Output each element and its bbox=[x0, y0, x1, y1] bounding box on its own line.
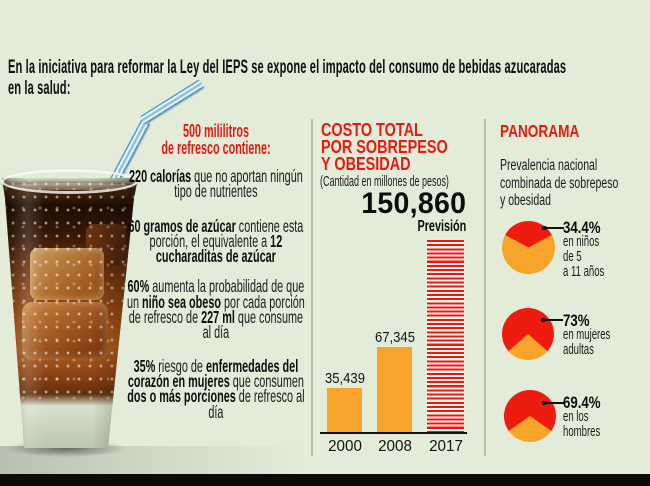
year-label-2000: 2000 bbox=[328, 438, 362, 455]
pie-value-children: 34.4% bbox=[563, 218, 601, 237]
pie-chart-children bbox=[502, 221, 555, 274]
chart-baseline bbox=[320, 432, 467, 434]
bar-2000 bbox=[327, 388, 362, 433]
pie-leader-dot bbox=[541, 317, 546, 322]
serving-title: 500 mililitros de refresco contiene: bbox=[161, 121, 271, 158]
pie-leader-line bbox=[545, 227, 564, 229]
fact-sugar: 60 gramos de azúcar contiene esta porció… bbox=[128, 215, 304, 267]
fact-heart-disease: 35% riesgo de enfermedades del corazón e… bbox=[127, 355, 305, 422]
pie-value-women: 73% bbox=[563, 311, 590, 330]
bar-value-2000: 35,439 bbox=[325, 371, 365, 387]
bar-2008 bbox=[377, 347, 412, 433]
footer-bar bbox=[0, 474, 650, 486]
facts-list: 220 calorías que no aportan ningún tipo … bbox=[126, 166, 306, 422]
forecast-label: Previsión bbox=[417, 218, 467, 235]
cost-chart-title: COSTO TOTAL POR SOBREPESO Y OBESIDAD bbox=[321, 119, 448, 174]
fact-calories: 220 calorías que no aportan ningún tipo … bbox=[129, 166, 303, 202]
column-separator bbox=[311, 119, 313, 456]
pie-chart-women bbox=[502, 308, 554, 360]
year-label-2017: 2017 bbox=[429, 438, 463, 455]
fact-obesity-probability: 60% aumenta la probabilidad de que un ni… bbox=[126, 276, 305, 343]
pie-leader-dot bbox=[542, 400, 547, 405]
pie-desc-men: en los hombres bbox=[563, 409, 601, 441]
pie-leader-line bbox=[545, 402, 564, 404]
bar-value-2008: 67,345 bbox=[375, 330, 415, 346]
cost-chart-subtitle: (Cantidad en millones de pesos) bbox=[320, 174, 449, 190]
pie-leader-line bbox=[544, 319, 563, 321]
pie-chart-men bbox=[504, 390, 556, 442]
bar-2017-forecast bbox=[427, 240, 464, 433]
pie-value-men: 69.4% bbox=[563, 393, 601, 412]
panorama-title: PANORAMA bbox=[500, 121, 580, 141]
glass-body bbox=[2, 178, 138, 448]
cola-glass-photo bbox=[0, 152, 142, 454]
column-separator bbox=[484, 119, 486, 456]
cost-total-value: 150,860 bbox=[361, 187, 467, 220]
pie-leader-dot bbox=[542, 225, 547, 230]
glass-rim bbox=[1, 169, 138, 194]
year-label-2008: 2008 bbox=[378, 438, 412, 455]
glass-shading bbox=[2, 178, 138, 448]
panorama-subtitle: Prevalencia nacional combinada de sobrepe… bbox=[500, 157, 619, 209]
headline: En la iniciativa para reformar la Ley de… bbox=[8, 56, 567, 99]
pie-desc-women: en mujeres adultas bbox=[563, 327, 611, 359]
